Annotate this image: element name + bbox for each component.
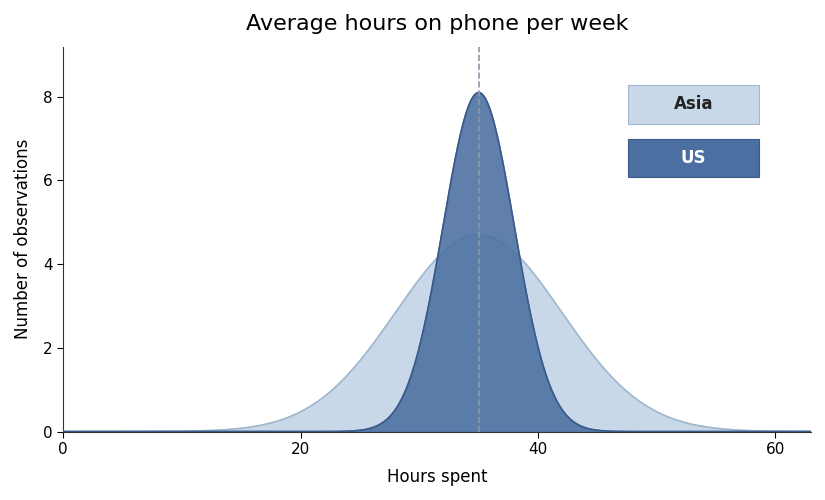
FancyBboxPatch shape bbox=[628, 85, 759, 124]
X-axis label: Hours spent: Hours spent bbox=[387, 468, 488, 486]
FancyBboxPatch shape bbox=[628, 139, 759, 177]
Y-axis label: Number of observations: Number of observations bbox=[14, 139, 32, 340]
Title: Average hours on phone per week: Average hours on phone per week bbox=[246, 14, 629, 34]
Text: Asia: Asia bbox=[673, 96, 713, 114]
Text: US: US bbox=[681, 149, 706, 167]
